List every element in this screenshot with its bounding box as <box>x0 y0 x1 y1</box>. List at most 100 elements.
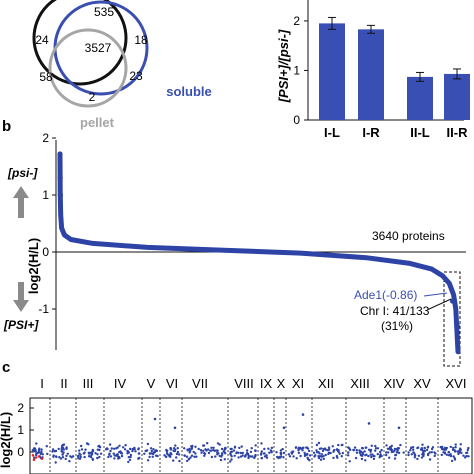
chromosome-point <box>410 453 413 456</box>
chromosome-point <box>218 443 221 446</box>
chromosome-point <box>200 451 203 454</box>
chromosome-point <box>154 454 158 457</box>
chromosome-point <box>364 446 367 449</box>
chromosome-point <box>466 451 469 454</box>
chromosome-point <box>190 447 193 451</box>
chromosome-point <box>51 448 55 451</box>
chromosome-point <box>370 444 373 447</box>
chromosome-point <box>233 446 237 449</box>
chromosome-point <box>189 456 192 459</box>
rank-plot: [psi-] log2(H/L) [PSI+] 3640 proteins Ad… <box>3 131 466 367</box>
chromosome-point <box>312 451 316 454</box>
chromosome-label: XIV <box>384 376 405 391</box>
ade1-point <box>449 298 456 304</box>
chromosome-point <box>267 447 270 450</box>
chromosome-point <box>352 448 355 452</box>
chromosome-point <box>376 452 379 456</box>
chromosome-point <box>449 454 453 458</box>
psi-plus-label: [PSI+] <box>3 318 39 332</box>
chromosome-point <box>245 449 249 452</box>
chromosome-point <box>301 449 304 452</box>
chromosome-point <box>297 451 301 455</box>
bar <box>407 76 433 120</box>
chromosome-point <box>372 457 376 461</box>
chromosome-point <box>149 447 153 450</box>
chromosome-point <box>65 454 68 458</box>
chromosome-point <box>115 453 119 456</box>
chromosome-point <box>416 446 419 450</box>
chromosome-point <box>317 456 321 460</box>
chromosome-point <box>354 456 358 460</box>
chromosome-point <box>150 449 153 453</box>
chromosome-point <box>45 445 48 448</box>
chromosome-label: V <box>147 376 156 391</box>
chromosome-point <box>466 448 469 452</box>
chromosome-point <box>459 443 462 446</box>
chromosome-point <box>38 447 41 450</box>
chromosome-point <box>219 458 223 462</box>
bar <box>444 73 470 120</box>
chromosome-point <box>440 446 444 450</box>
chromosome-point <box>374 449 377 452</box>
chromosome-point <box>98 455 101 459</box>
chromosome-point <box>409 449 412 452</box>
chromosome-point <box>447 451 450 454</box>
chromosome-point <box>190 454 194 457</box>
chromosome-point <box>322 447 325 451</box>
chromosome-point <box>206 442 209 445</box>
chromosome-point <box>150 452 154 455</box>
chromosome-point <box>183 447 186 450</box>
chromosome-point <box>360 457 364 461</box>
chromosome-point <box>341 451 344 455</box>
chr1-percent-label: (31%) <box>381 319 413 333</box>
chromosome-point <box>60 448 63 451</box>
chromosome-point <box>65 447 68 450</box>
rank-point <box>57 192 64 198</box>
chromosome-point <box>176 447 179 450</box>
chromosome-point <box>99 452 103 455</box>
chromosome-point <box>68 460 71 463</box>
chromosome-point <box>97 445 100 448</box>
chromosome-point <box>239 455 243 458</box>
chromosome-point <box>369 450 372 453</box>
venn-count-left: 24 <box>35 33 49 47</box>
chromosome-point <box>449 453 452 456</box>
chromosome-point <box>203 452 206 455</box>
chromosome-point <box>363 450 366 453</box>
chromosome-point <box>241 451 244 455</box>
chromosome-point <box>324 453 327 457</box>
chromosome-point <box>374 444 377 448</box>
chromosome-highlight-point <box>32 458 36 462</box>
chromosome-point <box>52 454 55 457</box>
chromosome-point <box>317 451 320 454</box>
chromosome-point <box>453 458 457 461</box>
chromosome-point <box>385 451 388 454</box>
chromosome-point <box>169 455 172 458</box>
chromosome-point <box>113 447 116 450</box>
chromosome-point <box>233 454 236 457</box>
chromosome-point <box>216 442 220 445</box>
chromosome-point <box>62 443 66 446</box>
chromosome-point <box>254 449 257 453</box>
chromosome-point <box>390 450 394 454</box>
chromosome-label: XV <box>413 376 431 391</box>
chromosome-point <box>173 447 176 450</box>
chromosome-point <box>240 445 243 448</box>
chromosome-point <box>388 456 391 459</box>
chromosome-point <box>268 451 271 454</box>
chromosome-point <box>291 450 294 453</box>
arrow-down-icon <box>13 282 29 312</box>
chromosome-point <box>113 454 116 457</box>
chromosome-label: XVI <box>446 376 467 391</box>
chromosome-point <box>313 455 316 458</box>
chromosome-point <box>113 457 116 460</box>
chromosome-point <box>306 453 309 456</box>
chromosome-point <box>194 445 197 448</box>
chromosome-point <box>120 452 124 455</box>
chromosome-point <box>347 451 350 454</box>
venn-count-right: 18 <box>134 33 148 47</box>
chromosome-point <box>409 446 413 450</box>
chromosome-point <box>128 458 132 462</box>
chromosome-point <box>116 446 119 449</box>
